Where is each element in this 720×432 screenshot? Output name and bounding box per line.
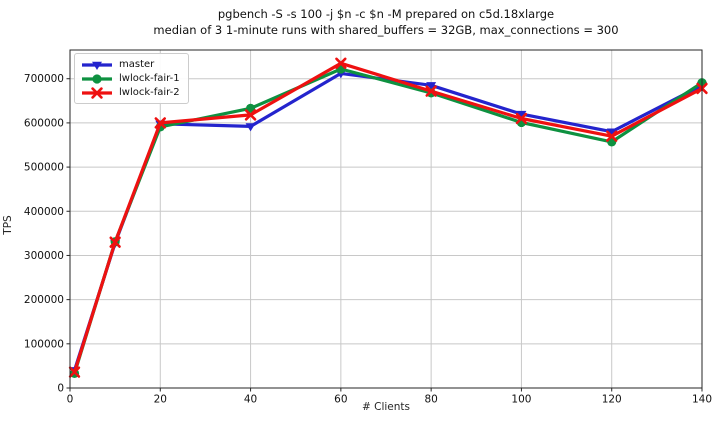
- x-marker: [606, 130, 618, 142]
- chart-titles: pgbench -S -s 100 -j $n -c $n -M prepare…: [70, 6, 702, 38]
- x-marker: [154, 117, 166, 129]
- legend-label: master: [119, 59, 155, 70]
- triangle-down-marker: [426, 82, 437, 91]
- y-tick-label: 400000: [24, 206, 64, 218]
- y-tick-label: 500000: [24, 162, 64, 174]
- x-marker: [68, 366, 81, 378]
- legend-item-lwlock-fair-1: lwlock-fair-1: [81, 72, 180, 85]
- legend-label: lwlock-fair-1: [119, 73, 180, 84]
- x-marker: [515, 112, 528, 125]
- x-tick-label: 100: [511, 394, 531, 406]
- y-tick-label: 0: [57, 383, 64, 395]
- plot-border: [69, 49, 703, 389]
- x-tick-label: 0: [67, 394, 74, 406]
- tick-labels: 0 20 40 60 80 100 120 140 0 100000 200000 300000 400…: [24, 73, 712, 405]
- gridlines: [70, 50, 702, 388]
- x-marker: [244, 109, 257, 121]
- legend-item-master: master: [81, 58, 180, 71]
- triangle-down-marker: [516, 110, 527, 120]
- chart-subtitle: median of 3 1-minute runs with shared_bu…: [153, 23, 619, 37]
- triangle-down-marker: [606, 128, 617, 137]
- y-tick-label: 200000: [24, 294, 64, 306]
- x-marker: [335, 57, 347, 69]
- circle-marker: [245, 103, 256, 113]
- x-tick-label: 140: [692, 394, 712, 406]
- x-tick-label: 60: [334, 394, 347, 406]
- series-line: [72, 71, 704, 372]
- y-tick-label: 700000: [24, 73, 64, 85]
- ticks: [66, 78, 703, 392]
- series-line: [72, 67, 704, 375]
- x-marker: [109, 236, 121, 248]
- legend: master lwlock-fair-1 lwlock-fair-2: [74, 53, 189, 104]
- x-marker: [425, 85, 437, 97]
- y-axis-label: TPS: [2, 215, 14, 235]
- legend-item-lwlock-fair-2: lwlock-fair-2: [81, 86, 180, 99]
- legend-swatch-triangle-down-icon: [82, 61, 112, 70]
- y-tick-label: 100000: [24, 338, 64, 350]
- x-tick-label: 80: [424, 394, 437, 406]
- chart-title: pgbench -S -s 100 -j $n -c $n -M prepare…: [217, 7, 555, 21]
- series-lwlock-fair-1: [69, 64, 707, 379]
- legend-label: lwlock-fair-2: [119, 87, 180, 98]
- legend-swatch-circle-icon: [82, 73, 112, 84]
- x-axis-label: # Clients: [361, 401, 410, 413]
- x-tick-label: 120: [602, 394, 622, 406]
- x-tick-label: 40: [244, 394, 257, 406]
- y-tick-label: 300000: [24, 250, 64, 262]
- legend-swatch-x-icon: [82, 86, 112, 99]
- x-tick-label: 20: [154, 394, 167, 406]
- series-lwlock-fair-2: [68, 57, 708, 378]
- triangle-down-marker: [245, 123, 256, 132]
- series-line: [72, 61, 704, 374]
- y-tick-label: 600000: [24, 117, 64, 129]
